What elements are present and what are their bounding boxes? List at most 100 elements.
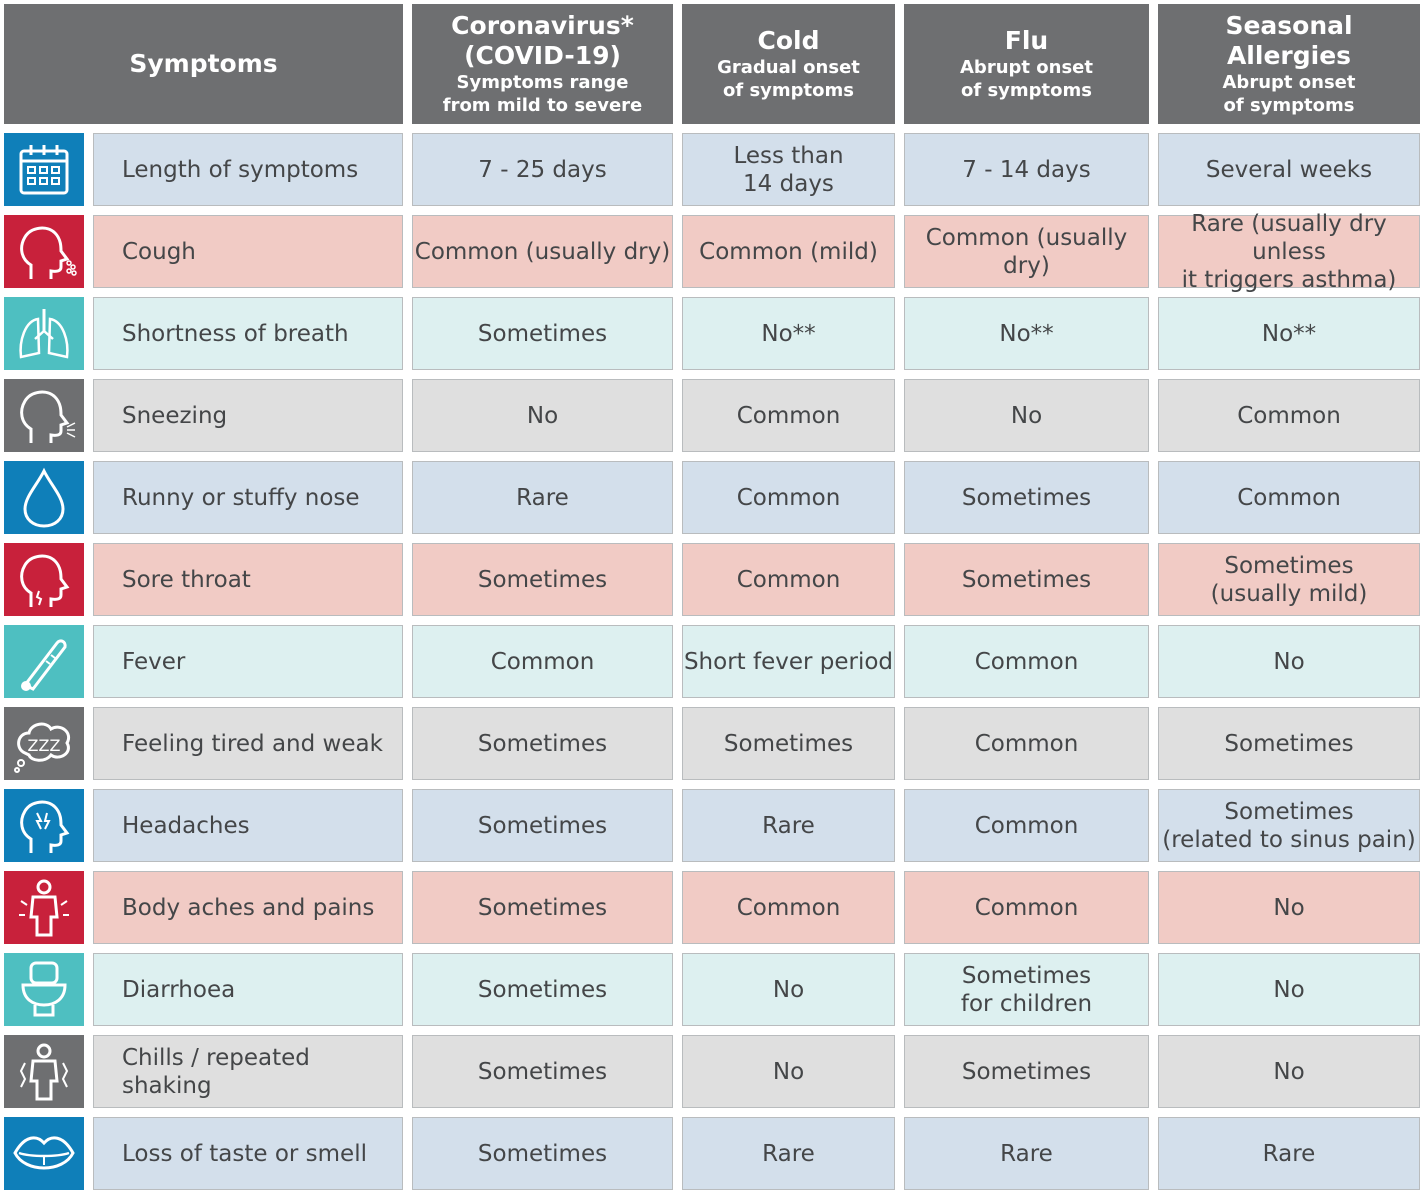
header-allergies-sub2: of symptoms [1223, 95, 1355, 116]
symptom-label: Body aches and pains [93, 871, 403, 944]
table-row: Sore throat Sometimes Common Sometimes Somet… [4, 543, 1420, 616]
symptom-label: Sneezing [93, 379, 403, 452]
cold-cell: Common [682, 461, 895, 534]
symptom-label: Diarrhoea [93, 953, 403, 1026]
cold-cell: Short fever period [682, 625, 895, 698]
header-cold: Cold Gradual onset of symptoms [682, 4, 895, 124]
droplet-icon [4, 461, 84, 534]
allergies-cell: Common [1158, 461, 1420, 534]
chills-icon-svg [19, 1043, 69, 1100]
covid-cell: Sometimes [412, 297, 673, 370]
cold-cell: Rare [682, 1117, 895, 1190]
allergies-cell: Rare [1158, 1117, 1420, 1190]
cold-cell: No** [682, 297, 895, 370]
header-cold-sub1: Gradual onset [717, 57, 860, 78]
header-flu-sub1: Abrupt onset [960, 57, 1093, 78]
header-allergies: Seasonal Allergies Abrupt onset of sympt… [1158, 4, 1420, 124]
throat-icon [4, 543, 84, 616]
header-cold-sub2: of symptoms [723, 80, 854, 101]
symptom-label: Headaches [93, 789, 403, 862]
table-row: Diarrhoea Sometimes No Sometimes for childr… [4, 953, 1420, 1026]
cold-cell: Rare [682, 789, 895, 862]
header-allergies-title: Seasonal [1225, 11, 1353, 40]
header-cold-title: Cold [757, 26, 820, 55]
allergies-cell: No [1158, 625, 1420, 698]
calendar-icon [4, 133, 84, 206]
flu-cell: No** [904, 297, 1149, 370]
symptom-label: Chills / repeated shaking [93, 1035, 403, 1108]
covid-cell: Sometimes [412, 707, 673, 780]
table-row: Sneezing No Common No Common [4, 379, 1420, 452]
zzz-icon-svg: ZZZ [14, 722, 70, 773]
header-symptoms: Symptoms [4, 4, 403, 124]
header-symptoms-label: Symptoms [129, 49, 278, 78]
symptom-label: Shortness of breath [93, 297, 403, 370]
covid-cell: Common (usually dry) [412, 215, 673, 288]
allergies-cell: No [1158, 871, 1420, 944]
flu-cell: Sometimes [904, 461, 1149, 534]
allergies-cell: Sometimes [1158, 707, 1420, 780]
covid-cell: Sometimes [412, 1035, 673, 1108]
header-covid: Coronavirus* (COVID-19) Symptoms range f… [412, 4, 673, 124]
allergies-cell: Sometimes (related to sinus pain) [1158, 789, 1420, 862]
cold-cell: No [682, 1035, 895, 1108]
table-row: Body aches and pains Sometimes Common Commo… [4, 871, 1420, 944]
cold-cell: Common (mild) [682, 215, 895, 288]
headache-icon [4, 789, 84, 862]
allergies-cell: Sometimes (usually mild) [1158, 543, 1420, 616]
body-aches-icon-svg [19, 879, 69, 936]
allergies-cell: Rare (usually dry unless it triggers ast… [1158, 211, 1420, 293]
flu-cell: Sometimes for children [904, 953, 1149, 1026]
header-covid-sub2: from mild to severe [442, 95, 643, 116]
flu-cell: Common (usually dry) [904, 215, 1149, 288]
symptom-label: Cough [93, 215, 403, 288]
header-flu-sub2: of symptoms [961, 80, 1092, 101]
cough-icon-svg [20, 226, 77, 279]
table-row: Cough Common (usually dry) Common (mild) Co… [4, 211, 1420, 293]
throat-icon-svg [20, 554, 70, 607]
symptom-label: Length of symptoms [93, 133, 403, 206]
flu-cell: Common [904, 789, 1149, 862]
symptom-label: Loss of taste or smell [93, 1117, 403, 1190]
thermometer-icon [4, 625, 84, 698]
table-row: Headaches Sometimes Rare Common Sometimes (r… [4, 789, 1420, 862]
cold-cell: Common [682, 871, 895, 944]
lips-icon-svg [13, 1135, 75, 1169]
body-aches-icon [4, 871, 84, 944]
svg-text:ZZZ: ZZZ [28, 736, 61, 755]
table-row: Runny or stuffy nose Rare Common Sometimes C… [4, 461, 1420, 534]
allergies-cell: Common [1158, 379, 1420, 452]
symptom-label: Fever [93, 625, 403, 698]
covid-cell: Sometimes [412, 953, 673, 1026]
allergies-cell: No [1158, 953, 1420, 1026]
toilet-icon [4, 953, 84, 1026]
toilet-icon-svg [21, 961, 67, 1016]
allergies-cell: Several weeks [1158, 133, 1420, 206]
flu-cell: Common [904, 625, 1149, 698]
flu-cell: No [904, 379, 1149, 452]
lungs-icon-svg [19, 308, 69, 359]
covid-cell: Rare [412, 461, 673, 534]
zzz-icon: ZZZ [4, 707, 84, 780]
header-allergies-sub1: Abrupt onset [1222, 72, 1356, 93]
table-row: Chills / repeated shaking Sometimes No Some… [4, 1035, 1420, 1108]
allergies-cell: No** [1158, 297, 1420, 370]
sneeze-icon-svg [20, 390, 76, 443]
cold-cell: Less than 14 days [682, 133, 895, 206]
cold-cell: Common [682, 543, 895, 616]
flu-cell: Sometimes [904, 1035, 1149, 1108]
cough-icon [4, 215, 84, 288]
header-row: Symptoms Coronavirus* (COVID-19) Symptom… [4, 4, 1420, 124]
chills-icon [4, 1035, 84, 1108]
covid-cell: Sometimes [412, 871, 673, 944]
flu-cell: Common [904, 871, 1149, 944]
covid-cell: Sometimes [412, 543, 673, 616]
table-row: Length of symptoms 7 - 25 days Less than 1… [4, 133, 1420, 206]
thermometer-icon-svg [21, 638, 67, 691]
allergies-cell: No [1158, 1035, 1420, 1108]
covid-cell: Sometimes [412, 789, 673, 862]
covid-cell: Sometimes [412, 1117, 673, 1190]
droplet-icon-svg [23, 467, 65, 528]
covid-cell: 7 - 25 days [412, 133, 673, 206]
cold-cell: No [682, 953, 895, 1026]
